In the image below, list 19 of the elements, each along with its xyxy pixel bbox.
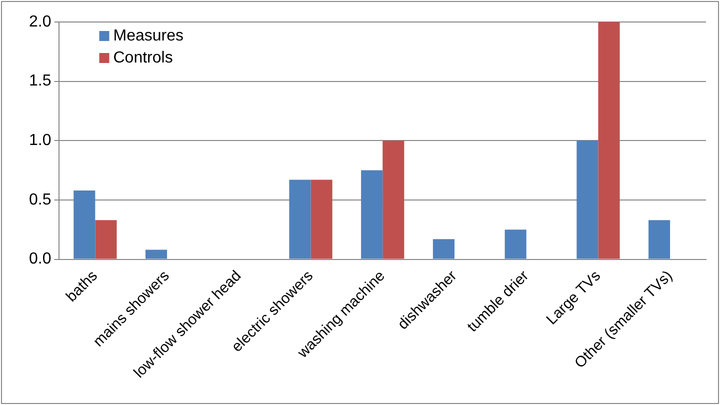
y-tick-label: 1.5 bbox=[28, 72, 52, 90]
bar bbox=[598, 22, 620, 259]
bar bbox=[289, 180, 311, 259]
bar bbox=[576, 140, 598, 259]
legend-label: Controls bbox=[113, 49, 173, 66]
bar bbox=[95, 220, 117, 259]
legend-label: Measures bbox=[113, 27, 184, 44]
bar bbox=[361, 170, 383, 259]
y-tick-label: 2.0 bbox=[28, 13, 52, 30]
y-tick-label: 0.0 bbox=[28, 250, 52, 268]
bar bbox=[310, 180, 332, 259]
y-tick-label: 1.0 bbox=[28, 132, 52, 150]
bar bbox=[145, 250, 168, 259]
bar bbox=[74, 190, 96, 259]
bar bbox=[504, 230, 526, 259]
bar bbox=[648, 220, 670, 259]
bar bbox=[432, 239, 454, 259]
y-tick-label: 0.5 bbox=[28, 191, 52, 208]
bar bbox=[382, 140, 404, 259]
